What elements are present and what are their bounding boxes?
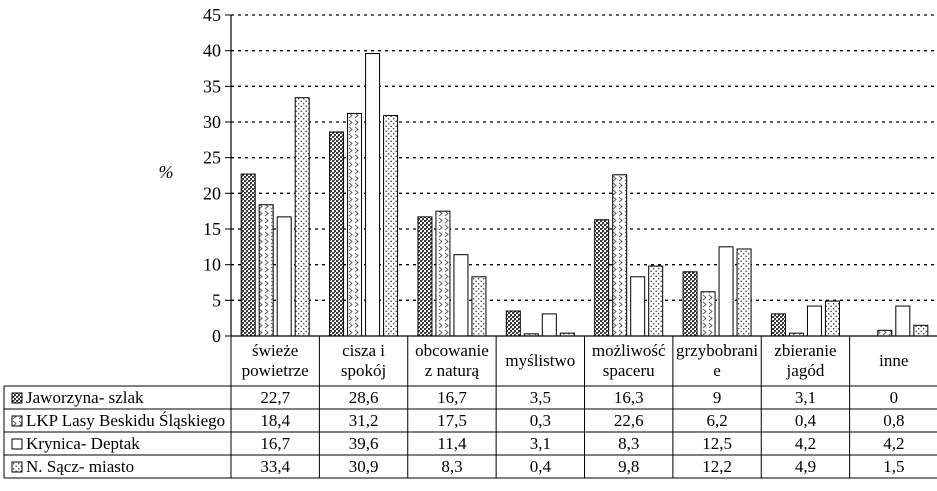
bar <box>240 173 256 337</box>
y-tick-label: 40 <box>203 41 221 61</box>
data-label: 12,5 <box>702 434 732 453</box>
legend-swatch <box>11 461 23 473</box>
bar <box>347 112 363 337</box>
y-tick-label: 0 <box>212 326 221 346</box>
grid-lines <box>231 14 937 301</box>
data-label: 30,9 <box>349 457 379 476</box>
data-label: 3,1 <box>530 434 551 453</box>
x-tick-label: spokój <box>341 361 386 380</box>
legend-swatch <box>11 415 23 427</box>
bar <box>877 329 893 337</box>
data-label: 4,9 <box>795 457 816 476</box>
y-tick-labels: 0 5 10 15 20 25 30 35 40 45 <box>203 5 221 346</box>
y-tick-label: 15 <box>203 219 221 239</box>
bar <box>435 210 451 337</box>
y-tick-label: 5 <box>212 290 221 310</box>
legend-swatch <box>11 392 23 404</box>
bar <box>700 291 716 337</box>
data-label: 11,4 <box>437 434 467 453</box>
bar <box>682 271 698 337</box>
data-label: 22,7 <box>260 388 290 407</box>
legend-label: LKP Lasy Beskidu Śląskiego <box>26 411 225 430</box>
data-label: 22,6 <box>614 411 644 430</box>
bar <box>383 115 399 337</box>
legend-label: Krynica- Deptak <box>26 434 140 453</box>
data-label: 6,2 <box>706 411 727 430</box>
x-tick-label: myślistwo <box>505 351 575 370</box>
bar <box>365 53 381 337</box>
data-label: 16,7 <box>260 434 290 453</box>
data-label: 9 <box>713 388 722 407</box>
data-label: 0 <box>890 388 899 407</box>
y-tick-label: 45 <box>203 5 221 25</box>
data-label: 0,3 <box>530 411 551 430</box>
y-tick-label: 25 <box>203 148 221 168</box>
data-label: 28,6 <box>349 388 379 407</box>
bar <box>718 246 734 337</box>
bar <box>471 276 487 337</box>
bar <box>594 219 610 337</box>
bar <box>913 324 929 337</box>
bar <box>770 313 786 337</box>
bar <box>505 310 521 337</box>
data-label: 16,7 <box>437 388 467 407</box>
data-label: 9,8 <box>618 457 639 476</box>
data-label: 0,4 <box>795 411 817 430</box>
x-tick-label: możliwość <box>592 341 666 360</box>
bar <box>294 97 310 337</box>
legend-swatch <box>11 438 23 450</box>
data-label: 17,5 <box>437 411 467 430</box>
bar <box>895 305 911 337</box>
bar <box>417 216 433 337</box>
data-label: 8,3 <box>618 434 639 453</box>
x-tick-label: grzybobrani <box>676 341 758 360</box>
bar <box>276 216 292 337</box>
x-tick-label: świeże <box>252 341 298 360</box>
data-label: 4,2 <box>883 434 904 453</box>
legend-label: N. Sącz- miasto <box>26 457 134 476</box>
y-axis-label: % <box>159 162 174 182</box>
bar <box>612 174 628 337</box>
bar <box>806 305 822 337</box>
data-label: 1,5 <box>883 457 904 476</box>
y-tick-label: 20 <box>203 183 221 203</box>
data-label: 3,1 <box>795 388 816 407</box>
data-label: 12,2 <box>702 457 732 476</box>
bar <box>453 254 469 337</box>
data-label: 39,6 <box>349 434 379 453</box>
x-tick-label: z naturą <box>425 361 480 380</box>
bar <box>329 131 345 337</box>
bar <box>630 276 646 337</box>
data-label: 31,2 <box>349 411 379 430</box>
x-tick-label: cisza i <box>342 341 385 360</box>
data-label: 4,2 <box>795 434 816 453</box>
x-tick-label: zbieranie <box>774 341 836 360</box>
y-tick-label: 30 <box>203 112 221 132</box>
x-tick-label: inne <box>879 351 908 370</box>
bar <box>258 204 274 337</box>
data-label: 0,8 <box>883 411 904 430</box>
data-label: 8,3 <box>441 457 462 476</box>
bars <box>240 53 929 337</box>
x-tick-label: obcowanie <box>415 341 489 360</box>
data-label: 0,4 <box>530 457 552 476</box>
legend-label: Jaworzyna- szlak <box>26 388 144 407</box>
x-tick-label: jagód <box>786 361 825 380</box>
bar <box>648 265 664 337</box>
bar <box>541 313 557 337</box>
x-tick-label: e <box>713 361 721 380</box>
data-label: 18,4 <box>260 411 290 430</box>
bar <box>736 248 752 337</box>
data-label: 16,3 <box>614 388 644 407</box>
y-tick-label: 10 <box>203 255 221 275</box>
x-tick-label: spaceru <box>603 361 655 380</box>
data-label: 3,5 <box>530 388 551 407</box>
x-tick-label: powietrze <box>242 361 309 380</box>
bar <box>824 300 840 337</box>
data-label: 33,4 <box>260 457 290 476</box>
y-tick-label: 35 <box>203 76 221 96</box>
